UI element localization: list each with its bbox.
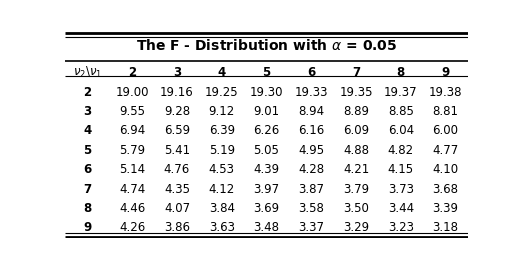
Text: The F - Distribution with $\alpha$ = 0.05: The F - Distribution with $\alpha$ = 0.0… (136, 38, 397, 53)
